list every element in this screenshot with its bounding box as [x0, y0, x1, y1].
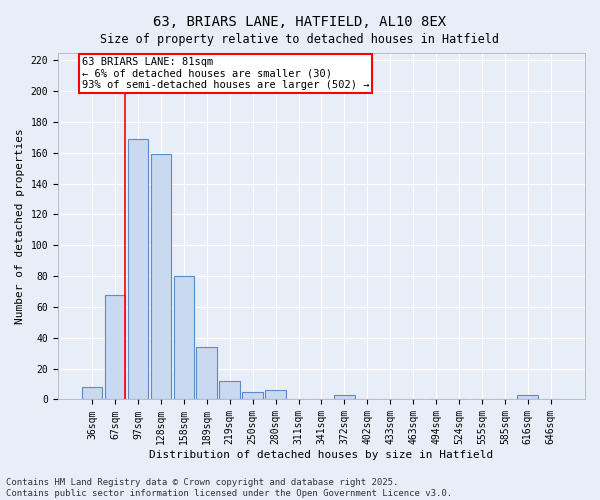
Bar — [265, 390, 286, 400]
Bar — [173, 276, 194, 400]
Bar — [82, 387, 103, 400]
Y-axis label: Number of detached properties: Number of detached properties — [15, 128, 25, 324]
Text: 63 BRIARS LANE: 81sqm
← 6% of detached houses are smaller (30)
93% of semi-detac: 63 BRIARS LANE: 81sqm ← 6% of detached h… — [82, 57, 370, 90]
X-axis label: Distribution of detached houses by size in Hatfield: Distribution of detached houses by size … — [149, 450, 494, 460]
Bar — [196, 347, 217, 400]
Text: 63, BRIARS LANE, HATFIELD, AL10 8EX: 63, BRIARS LANE, HATFIELD, AL10 8EX — [154, 15, 446, 29]
Bar — [105, 294, 125, 400]
Bar — [517, 395, 538, 400]
Bar — [128, 139, 148, 400]
Bar — [242, 392, 263, 400]
Text: Contains HM Land Registry data © Crown copyright and database right 2025.
Contai: Contains HM Land Registry data © Crown c… — [6, 478, 452, 498]
Text: Size of property relative to detached houses in Hatfield: Size of property relative to detached ho… — [101, 32, 499, 46]
Bar — [151, 154, 171, 400]
Bar — [334, 395, 355, 400]
Bar — [220, 381, 240, 400]
